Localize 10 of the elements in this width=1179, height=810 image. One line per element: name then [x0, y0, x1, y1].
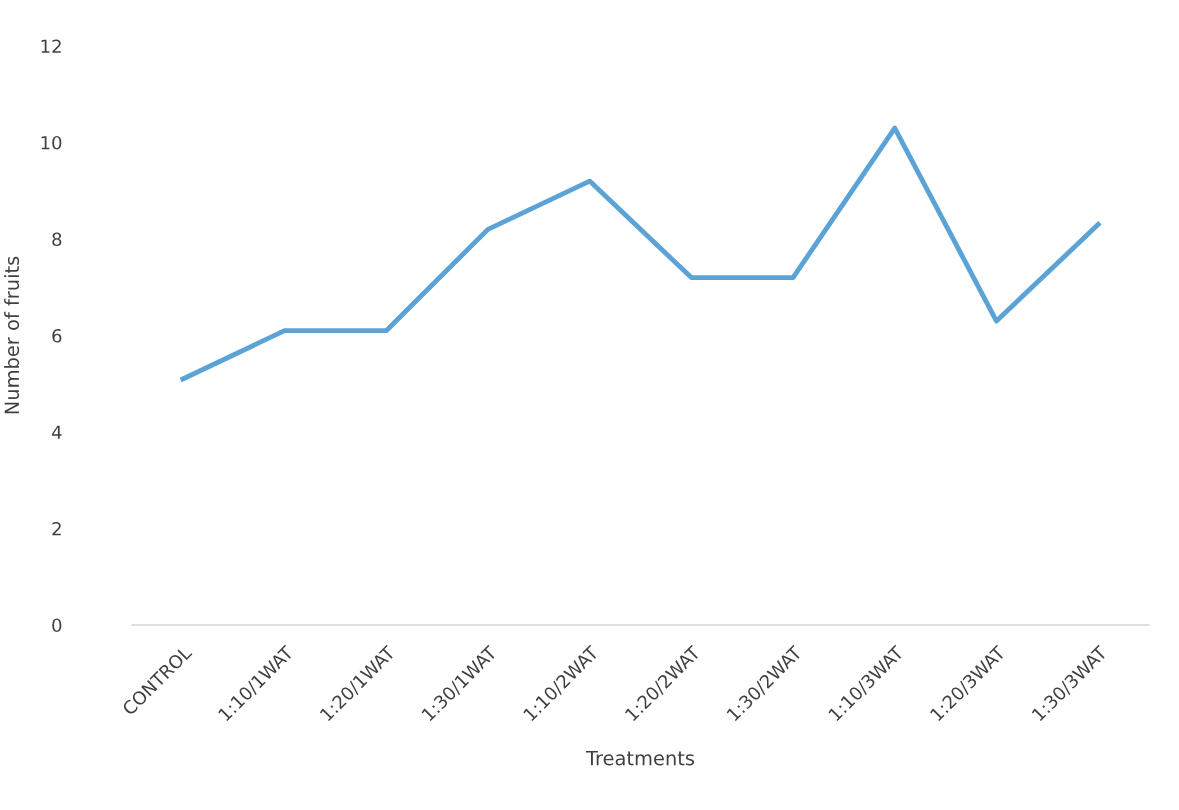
y-tick-label: 0: [52, 618, 62, 633]
y-tick-label: 2: [52, 521, 61, 536]
x-axis-title: Treatments: [585, 750, 695, 766]
y-axis-title: Number of fruits: [4, 256, 20, 414]
line-series: [180, 125, 1101, 382]
y-tick-label: 6: [52, 328, 62, 343]
y-tick-label: 12: [41, 39, 61, 53]
y-tick-label: 10: [41, 135, 62, 150]
y-tick-label: 8: [52, 232, 62, 247]
y-tick-label: 4: [51, 425, 62, 439]
